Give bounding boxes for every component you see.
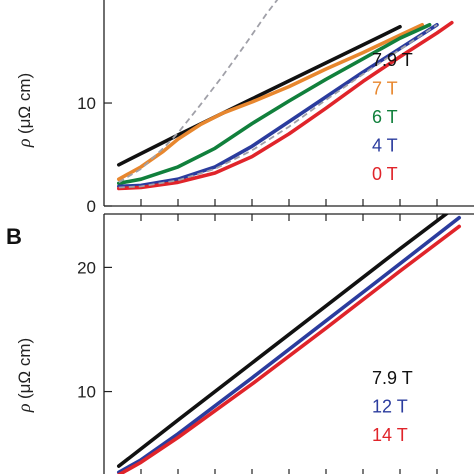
legend-entry: 0 T bbox=[372, 164, 398, 184]
panel-a: 0 10 ρ (μΩ cm) 7.9 T 7 T 6 T 4 T 0 T bbox=[14, 0, 474, 216]
legend-entry: 12 T bbox=[372, 397, 408, 417]
series-line-7-t bbox=[117, 23, 424, 181]
legend-entry: 14 T bbox=[372, 425, 408, 445]
series-line-7-9-t bbox=[117, 214, 450, 468]
legend-entry: 7.9 T bbox=[372, 368, 413, 388]
legend-entry: 7 T bbox=[372, 79, 398, 99]
legend-entry: 6 T bbox=[372, 107, 398, 127]
y-axis-label: ρ (μΩ cm) bbox=[14, 73, 34, 148]
series-line-0-t bbox=[117, 20, 454, 191]
y-axis-label: ρ (μΩ cm) bbox=[14, 338, 34, 413]
panel-b-letter: B bbox=[6, 224, 22, 249]
series-line-4-t bbox=[117, 23, 439, 189]
y-tick-label: 0 bbox=[87, 197, 96, 216]
panel-b: 10 20 ρ (μΩ cm) 7.9 T 12 T 14 T bbox=[14, 213, 474, 474]
y-tick-label: 10 bbox=[77, 94, 96, 113]
y-tick-label: 10 bbox=[77, 383, 96, 402]
y-tick-label: 20 bbox=[77, 258, 96, 277]
series-line-14-t bbox=[117, 224, 461, 474]
series-line-7-9-t bbox=[117, 25, 402, 167]
dashed-reference-line bbox=[118, 24, 438, 189]
series-line-6-t bbox=[117, 23, 432, 186]
series-line-12-t bbox=[117, 215, 461, 474]
dashed-reference-line bbox=[118, 0, 279, 184]
legend-entry: 7.9 T bbox=[372, 50, 413, 70]
legend-entry: 4 T bbox=[372, 136, 398, 156]
